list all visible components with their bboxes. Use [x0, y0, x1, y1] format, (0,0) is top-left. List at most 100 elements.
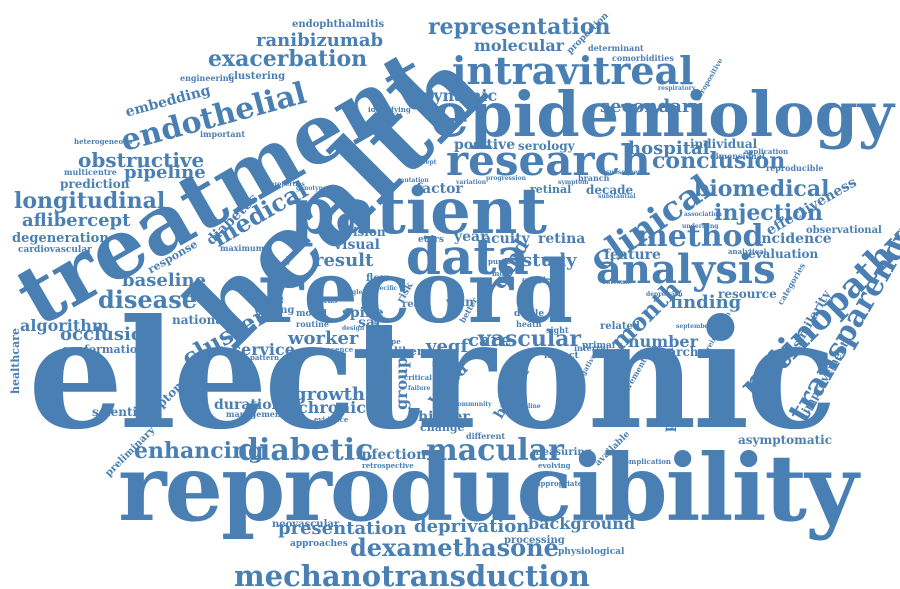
word-concept: concept	[410, 159, 437, 166]
word-model: model	[296, 309, 327, 319]
word-decade: decade	[586, 183, 634, 197]
word-feature: feature	[604, 247, 661, 263]
word-subsequent: subsequent	[606, 169, 645, 176]
word-endophthalmitis: endophthalmitis	[292, 19, 385, 30]
word-complex: complex	[522, 275, 555, 284]
word-spike: spike	[342, 305, 384, 321]
word-decile: decile	[514, 309, 545, 319]
word-community: community	[454, 401, 492, 408]
word-mutation: mutation	[398, 177, 429, 184]
word-finding: finding	[670, 292, 742, 313]
word-measuring: measuring	[532, 447, 592, 458]
word-exacerbation: exacerbation	[208, 46, 368, 72]
word-group: group	[392, 356, 411, 410]
word-evaluation: evaluation	[748, 247, 819, 261]
word-association: association	[684, 211, 722, 218]
word-outcome: outcome	[602, 279, 631, 286]
word-critical: critical	[404, 373, 432, 382]
word-heath: heath	[516, 319, 542, 329]
word-linked: linked	[361, 204, 368, 226]
word-molecular: molecular	[474, 36, 565, 55]
word-neovascular: neovascular	[272, 519, 340, 530]
word-status: status	[310, 295, 338, 305]
word-waning: waning	[254, 305, 295, 316]
word-resource: resource	[718, 287, 777, 301]
word-algorithm: algorithm	[20, 316, 109, 335]
word-longitudinal: longitudinal	[14, 188, 166, 214]
word-branch: branch	[578, 173, 610, 183]
word-retrospective: retrospective	[362, 461, 414, 470]
word-flow: flow	[366, 273, 389, 284]
word-hospital: hospital	[628, 138, 710, 159]
word-presentation: presentation	[278, 518, 407, 539]
word-reproducibility: reproducibility	[118, 434, 858, 542]
word-cardiovascular: cardiovascular	[18, 245, 92, 255]
word-record: record	[258, 242, 574, 343]
word-determinant: determinant	[588, 43, 644, 53]
word-design: design	[342, 325, 365, 332]
word-higher: higher	[418, 409, 470, 425]
word-important: important	[200, 129, 246, 139]
word-presence: presence	[318, 345, 354, 354]
word-evolving: evolving	[538, 461, 571, 470]
word-epidemiology: epidemiology	[430, 78, 894, 151]
word-injection: injection	[714, 200, 823, 226]
word-routine: routine	[296, 319, 330, 329]
word-analysis: analysis	[596, 246, 776, 293]
word-national: national	[172, 313, 228, 327]
word-aflibercept: aflibercept	[22, 210, 131, 231]
word-disease: disease	[98, 285, 198, 314]
word-care: care	[468, 330, 512, 351]
word-primary: primary	[582, 341, 622, 351]
word-type: type	[384, 337, 401, 346]
word-representation: representation	[428, 14, 611, 40]
word-scientific: scientific	[92, 405, 154, 419]
word-vision: vision	[346, 225, 386, 239]
word-genotypes: genotypes	[296, 185, 331, 192]
word-caliber: caliber	[380, 345, 423, 358]
word-dexamethasone: dexamethasone	[350, 533, 559, 562]
word-sight: sight	[546, 325, 569, 335]
word-pipeline: pipeline	[124, 162, 206, 183]
word-background: background	[528, 514, 636, 533]
word-multicentre: multicentre	[64, 167, 117, 177]
word-underlying: underlying	[682, 223, 719, 230]
word-biomedical: biomedical	[694, 176, 830, 202]
word-report: report	[432, 361, 454, 368]
word-different: different	[466, 431, 506, 441]
word-secondary: secondary	[600, 96, 702, 117]
word-population: population	[661, 347, 677, 432]
word-more: more	[492, 269, 513, 278]
word-etdrs: etdrs	[418, 235, 444, 245]
word-ranibizumab: ranibizumab	[256, 30, 384, 51]
word-baseline: baseline	[122, 270, 207, 291]
word-retinal: retinal	[530, 183, 572, 196]
word-vein: vein	[446, 295, 474, 309]
word-colour: colour	[440, 371, 462, 378]
word-single: single	[342, 289, 363, 296]
word-approaches: approaches	[290, 539, 348, 549]
word-conformational: conformational	[62, 343, 157, 356]
word-reproducible: reproducible	[766, 163, 824, 173]
word-researcher: researcher	[640, 345, 713, 359]
word-comorbidities: comorbidities	[612, 53, 674, 63]
word-physiological: physiological	[558, 547, 625, 557]
word-prediction: prediction	[60, 177, 130, 191]
word-complication: complication	[620, 457, 671, 466]
word-intravitreal: intravitreal	[452, 48, 694, 93]
word-asymptomatic: asymptomatic	[738, 433, 833, 447]
word-specific: specific	[372, 285, 398, 292]
word-observational: observational	[806, 225, 882, 236]
word-clustering: clustering	[228, 71, 286, 82]
word-incidence: incidence	[756, 231, 832, 247]
word-vascular: vascular	[478, 326, 582, 352]
word-symptom: symptom	[558, 179, 589, 186]
word-dynamic: dynamic	[422, 86, 498, 105]
word-method: method	[636, 219, 764, 254]
word-electronic: electronic	[28, 287, 837, 463]
word-processing: processing	[504, 535, 565, 546]
word-patient: patient	[290, 174, 547, 249]
word-dimensional: dimensional	[710, 151, 765, 161]
word-substantial: substantial	[598, 193, 636, 200]
